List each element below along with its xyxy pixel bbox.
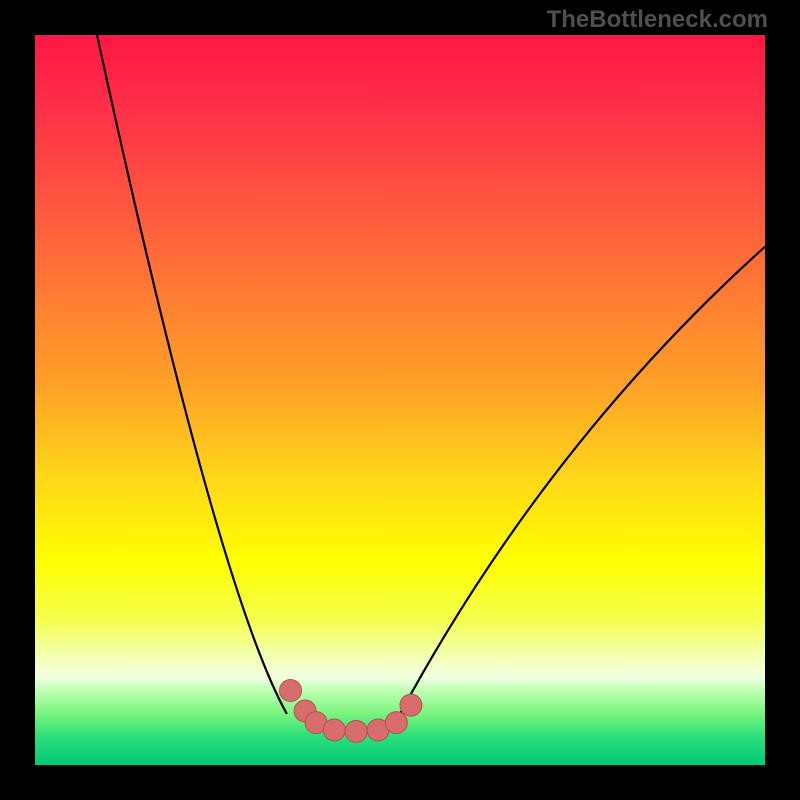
v-curve-right — [400, 247, 765, 714]
marker-dot — [323, 719, 345, 741]
plot-area — [35, 35, 765, 765]
marker-dot — [400, 694, 422, 716]
v-curve-left — [97, 35, 287, 714]
chart-frame: TheBottleneck.com — [0, 0, 800, 800]
marker-dot — [385, 712, 407, 734]
marker-dot — [345, 720, 367, 742]
chart-svg — [35, 35, 765, 765]
watermark-text: TheBottleneck.com — [547, 6, 768, 34]
marker-dot — [280, 680, 302, 702]
